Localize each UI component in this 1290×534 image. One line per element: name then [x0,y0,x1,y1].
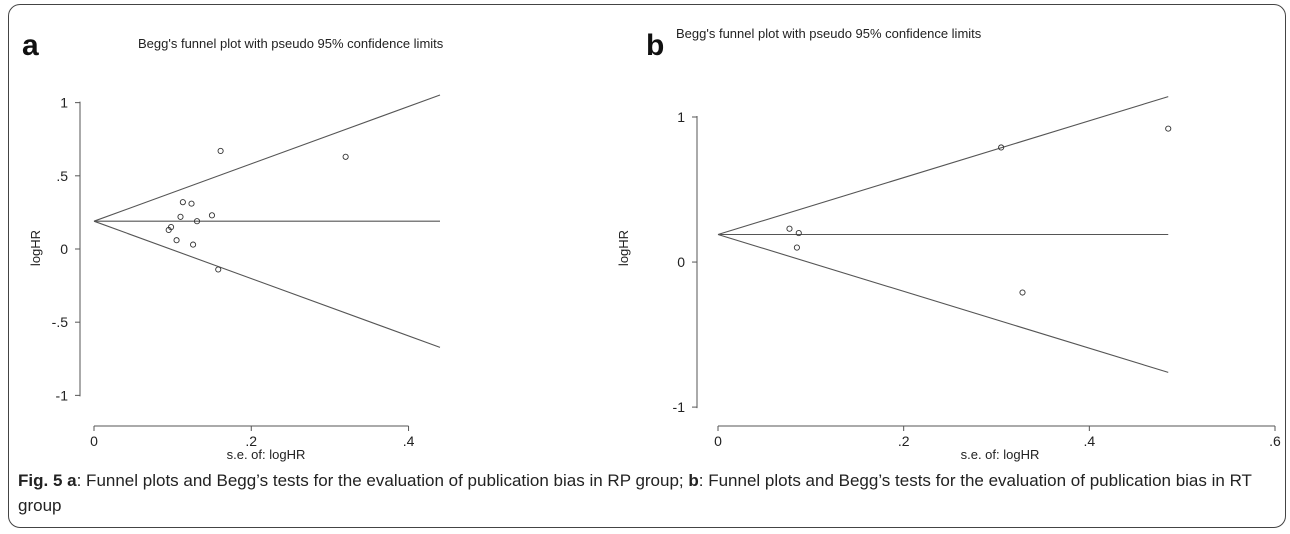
data-point [208,212,216,219]
data-point [786,225,793,232]
y-tick-label: .5 [56,168,68,184]
y-tick-label: -.5 [52,314,69,330]
data-point [190,241,197,248]
x-tick-label: .4 [403,433,415,449]
data-point [1019,289,1026,296]
panel-letter: a [22,29,39,62]
x-tick-label: .6 [1269,433,1281,449]
chart-title: Begg's funnel plot with pseudo 95% confi… [138,36,444,51]
lower-limit-line [717,233,1169,373]
data-point [342,153,349,160]
y-axis-label: logHR [616,230,631,266]
upper-limit-line [93,94,441,222]
lower-limit-line [93,220,441,348]
caption-fig-label: Fig. 5 [18,471,63,490]
figure-caption: Fig. 5 a: Funnel plots and Begg’s tests … [18,468,1258,518]
data-point [217,147,224,154]
x-tick-label: .2 [245,433,257,449]
panel-letter: b [646,29,664,62]
x-tick-label: 0 [90,433,98,449]
data-point [179,199,186,206]
figure-frame [8,4,1286,528]
panel-b: b Begg's funnel plot with pseudo 95% conf… [616,26,1281,462]
y-tick-label: 1 [60,95,68,111]
caption-b-label: b [688,471,699,490]
data-point [793,244,800,251]
data-point [173,237,180,244]
x-tick-label: 0 [714,433,722,449]
data-point [215,266,222,273]
y-tick-label: 0 [677,254,685,270]
caption-b-text: : Funnel plots and Begg’s tests for the … [18,471,1252,515]
x-axis-label: s.e. of: logHR [227,447,306,462]
x-tick-label: .4 [1083,433,1095,449]
y-tick-label: 0 [60,241,68,257]
y-tick-label: -1 [673,399,686,415]
data-point [177,213,184,220]
y-tick-label: 1 [677,109,685,125]
caption-a-label: a [67,471,77,490]
y-tick-label: -1 [56,387,69,403]
data-point [168,223,175,231]
caption-a-text: : Funnel plots and Begg’s tests for the … [76,471,689,490]
upper-limit-line [717,96,1169,236]
panel-a: a Begg's funnel plot with pseudo 95% conf… [22,29,444,462]
data-point [1165,125,1172,132]
x-axis-label: s.e. of: logHR [961,447,1040,462]
data-point [188,200,195,207]
data-point [998,144,1005,151]
chart-title: Begg's funnel plot with pseudo 95% confi… [676,26,982,41]
data-point [193,218,201,225]
data-point [795,229,802,237]
x-tick-label: .2 [898,433,910,449]
y-axis-label: logHR [28,230,43,266]
